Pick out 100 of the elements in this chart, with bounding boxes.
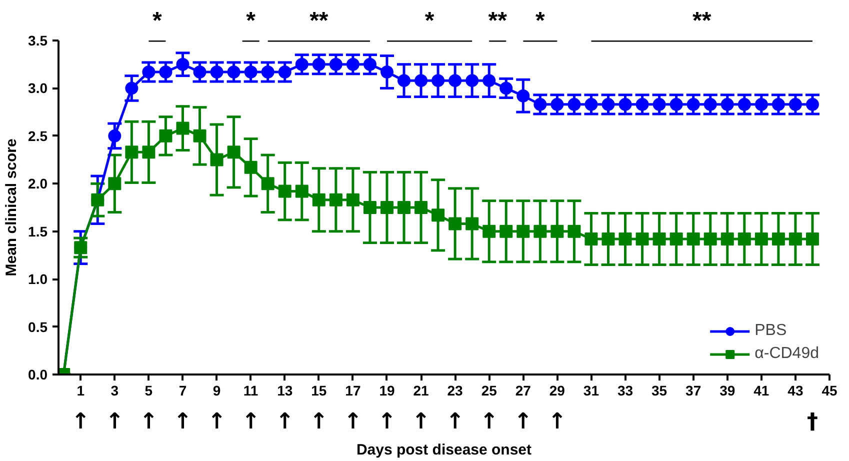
point <box>584 98 598 111</box>
point <box>210 153 224 166</box>
text: ↑ <box>276 410 294 434</box>
point <box>346 58 360 71</box>
point <box>227 66 240 78</box>
x-tick-label: 25 <box>481 382 498 398</box>
x-tick-label: 33 <box>617 382 634 398</box>
x-tick-label: 37 <box>686 382 702 398</box>
text: * <box>535 8 546 34</box>
point <box>636 98 649 111</box>
legend-label: α-CD49d <box>754 345 819 363</box>
point <box>686 232 700 246</box>
point <box>176 122 190 135</box>
text: ↑ <box>446 410 464 434</box>
y-tick-label: 3.5 <box>28 32 48 48</box>
point <box>670 98 683 111</box>
y-tick-label: 3.0 <box>28 80 48 96</box>
text: ↑ <box>310 410 328 434</box>
point <box>568 98 581 111</box>
x-tick-label: 15 <box>311 382 327 398</box>
x-tick-label: 9 <box>212 382 221 398</box>
point <box>772 232 785 246</box>
x-tick-label: 5 <box>144 382 153 398</box>
point <box>466 74 479 88</box>
point <box>193 129 206 142</box>
point <box>686 98 700 111</box>
point <box>432 208 445 222</box>
point <box>772 98 785 111</box>
point <box>704 232 717 246</box>
point <box>500 82 513 95</box>
point <box>516 224 530 238</box>
point <box>193 66 206 78</box>
point <box>380 66 394 78</box>
point <box>516 89 530 102</box>
point <box>704 98 717 111</box>
point <box>227 146 240 159</box>
point <box>618 98 632 111</box>
legend-label: PBS <box>754 322 787 340</box>
text: ↑ <box>242 410 260 434</box>
text: ↑ <box>514 410 532 434</box>
x-tick-label: 1 <box>76 382 85 398</box>
point <box>550 224 564 238</box>
point <box>329 193 342 206</box>
x-tick-label: 3 <box>110 382 119 398</box>
x-tick-label: 41 <box>754 382 770 398</box>
point <box>363 201 376 214</box>
point <box>432 74 445 88</box>
x-tick-label: 27 <box>515 382 532 398</box>
point <box>159 66 172 78</box>
text: ** <box>692 8 712 34</box>
point <box>261 177 274 190</box>
point <box>398 201 411 214</box>
text: ↑ <box>480 410 498 434</box>
point <box>244 160 258 174</box>
x-tick-label: 39 <box>720 382 736 398</box>
point <box>261 66 274 78</box>
x-tick-label: 11 <box>243 382 258 398</box>
point <box>108 129 122 142</box>
point <box>720 232 734 246</box>
point <box>414 201 428 214</box>
x-tick-label: 7 <box>178 382 187 398</box>
text: * <box>424 8 435 34</box>
y-tick-label: 1.5 <box>28 223 48 240</box>
point <box>125 82 138 95</box>
point <box>534 224 547 238</box>
point <box>806 98 819 111</box>
point <box>584 232 598 246</box>
text: ↑ <box>548 410 566 434</box>
point <box>636 232 649 246</box>
point <box>788 232 802 246</box>
point <box>142 146 156 159</box>
point <box>738 232 751 246</box>
point <box>466 217 479 230</box>
point <box>312 58 326 71</box>
point <box>329 58 342 71</box>
point <box>448 217 462 230</box>
y-tick-label: 2.5 <box>28 128 48 144</box>
y-tick-label: 0.0 <box>28 366 48 382</box>
point <box>754 232 768 246</box>
point <box>363 58 376 71</box>
point <box>652 232 666 246</box>
point <box>125 146 138 159</box>
x-tick-label: 45 <box>822 382 838 398</box>
point <box>602 232 615 246</box>
x-tick-label: 29 <box>549 382 566 398</box>
point <box>754 98 768 111</box>
point <box>788 98 802 111</box>
text: ** <box>488 8 508 34</box>
text: ↑ <box>344 410 362 434</box>
text: ↑ <box>105 410 124 434</box>
point <box>278 66 292 78</box>
y-tick-label: 2.0 <box>28 176 48 192</box>
point <box>142 66 156 78</box>
text: ** <box>310 8 329 34</box>
x-tick-label: 43 <box>788 382 804 398</box>
point <box>380 201 394 214</box>
text: ↑ <box>71 410 90 434</box>
text: ↑ <box>412 410 430 434</box>
point <box>568 224 581 238</box>
text: ↑ <box>174 410 192 434</box>
